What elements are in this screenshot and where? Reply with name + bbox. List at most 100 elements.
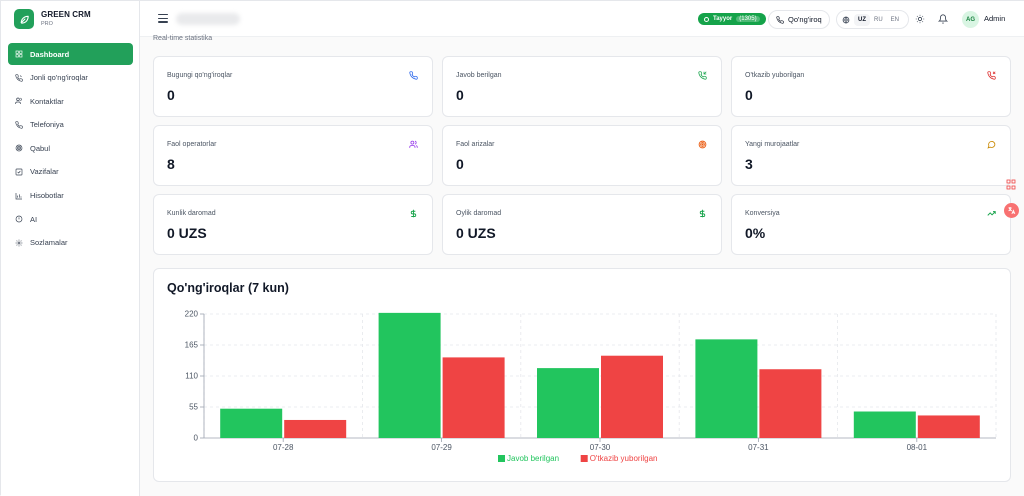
operator-status-badge[interactable]: Tayyor (1305) (698, 13, 766, 25)
stat-value: 8 (167, 156, 175, 172)
sidebar-nav: Dashboard Jonli qo'ng'iroqlar Kontaktlar… (8, 43, 133, 255)
sidebar-item-contacts[interactable]: Kontaktlar (8, 90, 133, 112)
stat-card-new-requests: Yangi murojaatlar 3 (731, 125, 1011, 186)
sidebar-item-telephony[interactable]: Telefoniya (8, 114, 133, 136)
sidebar-item-reports[interactable]: Hisobotlar (8, 185, 133, 207)
headset-icon (704, 16, 709, 22)
language-option-en[interactable]: EN (890, 16, 900, 23)
y-tick-label: 110 (185, 372, 198, 381)
phone-missed-icon (987, 71, 996, 80)
chart-bar (442, 357, 505, 438)
chart-bar (917, 415, 980, 438)
stat-card-conversion: Konversiya 0% (731, 194, 1011, 255)
checkbox-icon (15, 168, 23, 176)
calls-bar-chart: 0 55 110 165 220 07-28 07-29 07-30 07-31 08-01 Jav… (185, 310, 997, 463)
language-option-ru[interactable]: RU (874, 16, 883, 23)
sidebar-item-label: Qabul (30, 143, 51, 153)
sidebar-item-label: Sozlamalar (30, 238, 68, 248)
sidebar-item-settings[interactable]: Sozlamalar (8, 232, 133, 254)
stat-label: Faol arizalar (456, 141, 495, 148)
stat-label: Bugungi qo'ng'iroqlar (167, 72, 233, 79)
translate-icon[interactable] (1004, 203, 1019, 218)
sidebar-item-label: Telefoniya (30, 120, 64, 130)
stat-value: 3 (745, 156, 753, 172)
phone-call-icon (15, 73, 23, 82)
chart-bar (759, 369, 822, 438)
sun-icon[interactable] (915, 14, 925, 24)
x-tick-label: 08-01 (907, 443, 928, 452)
stat-value: 0 (167, 87, 175, 103)
sidebar-item-live-calls[interactable]: Jonli qo'ng'iroqlar (8, 67, 133, 89)
language-option-uz[interactable]: UZ (854, 13, 870, 26)
stat-card-daily-revenue: Kunlik daromad 0 UZS (153, 194, 433, 255)
stat-label: Konversiya (745, 210, 780, 217)
trending-up-icon (987, 211, 996, 216)
sidebar-item-dashboard[interactable]: Dashboard (8, 43, 133, 65)
calls-chart-card: Qo'ng'iroqlar (7 kun) 0 55 110 165 220 07-28 0… (153, 268, 1011, 482)
stat-value: 0% (745, 225, 766, 241)
avatar[interactable]: AG (962, 11, 979, 28)
hamburger-menu-icon[interactable] (158, 14, 168, 23)
stat-label: Yangi murojaatlar (745, 141, 800, 148)
stat-label: O'tkazib yuborilgan (745, 72, 805, 79)
sidebar-item-label: AI (30, 214, 38, 224)
phone-icon (776, 15, 784, 24)
stat-label: Javob berilgan (456, 72, 502, 79)
sidebar-item-label: Jonli qo'ng'iroqlar (30, 73, 88, 83)
stat-value: 0 (456, 156, 464, 172)
sidebar-item-label: Kontaktlar (30, 96, 64, 106)
leaf-logo-icon (14, 9, 34, 29)
y-tick-label: 165 (185, 341, 199, 350)
dollar-icon (699, 209, 706, 218)
legend-label: Javob berilgan (507, 454, 559, 463)
x-tick-label: 07-31 (748, 443, 769, 452)
stat-value: 0 UZS (167, 225, 207, 241)
status-extension: (1305) (736, 16, 760, 22)
sidebar-item-label: Dashboard (30, 49, 70, 59)
bar-chart-icon (15, 192, 22, 199)
chart-title: Qo'ng'iroqlar (7 kun) (167, 281, 289, 295)
stat-value: 0 (456, 87, 464, 103)
page-subtitle: Real-time statistika (153, 35, 213, 42)
sidebar-item-label: Vazifalar (30, 167, 59, 177)
stat-label: Oylik daromad (456, 210, 502, 217)
stat-value: 0 (745, 87, 753, 103)
y-tick-label: 55 (189, 403, 198, 412)
users-icon (409, 140, 418, 148)
info-circle-icon (15, 215, 23, 223)
sidebar-item-reception[interactable]: Qabul (8, 137, 133, 159)
call-button-label: Qo'ng'iroq (788, 15, 822, 24)
call-button[interactable]: Qo'ng'iroq (768, 10, 830, 29)
grid-icon (15, 50, 23, 58)
phone-icon (409, 71, 418, 80)
chart-bar (537, 368, 599, 438)
sidebar-item-tasks[interactable]: Vazifalar (8, 161, 133, 183)
message-circle-icon (987, 141, 996, 149)
stat-card-monthly-revenue: Oylik daromad 0 UZS (442, 194, 722, 255)
user-name[interactable]: Admin (984, 14, 1006, 23)
stat-card-missed: O'tkazib yuborilgan 0 (731, 56, 1011, 117)
language-switcher: UZ RU EN (836, 10, 910, 29)
chart-bar (601, 355, 663, 438)
blurred-page-title (176, 13, 240, 25)
sidebar: GREEN CRM PRO Dashboard Jonli qo'ng'iroq… (1, 1, 140, 496)
chart-bar (284, 419, 347, 438)
chart-bar (695, 339, 758, 438)
stat-label: Kunlik daromad (167, 210, 216, 217)
target-icon (698, 140, 707, 149)
users-icon (15, 97, 22, 105)
dashboard-content: Real-time statistika Bugungi qo'ng'iroql… (140, 35, 1024, 496)
brand-name: GREEN CRM (41, 9, 91, 19)
brand[interactable]: GREEN CRM PRO (14, 9, 91, 29)
bell-icon[interactable] (938, 14, 948, 24)
y-tick-label: 220 (185, 310, 199, 319)
x-tick-label: 07-28 (273, 443, 294, 452)
stat-label: Faol operatorlar (167, 141, 217, 148)
legend-label: O'tkazib yuborilgan (590, 454, 658, 463)
stat-card-active-applications: Faol arizalar 0 (442, 125, 722, 186)
phone-icon (15, 121, 23, 129)
sidebar-item-ai[interactable]: AI (8, 208, 133, 230)
floating-widget-icon[interactable] (1004, 179, 1018, 193)
legend-swatch (498, 455, 505, 462)
y-tick-label: 0 (194, 434, 199, 443)
